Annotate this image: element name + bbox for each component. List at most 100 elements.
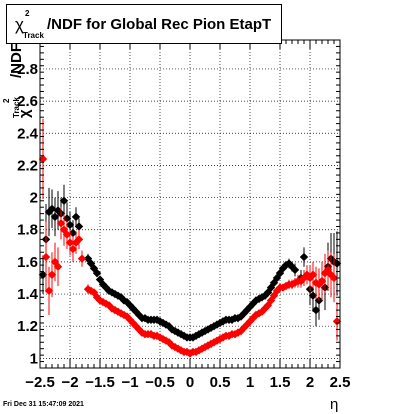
data-point [47,270,57,279]
data-point [188,333,198,342]
data-point [308,291,318,300]
plot-frame [39,39,341,369]
y-tick-label: 1 [30,350,38,367]
data-point [74,222,84,231]
x-tick-label: 2.5 [330,374,351,391]
y-tick-label: 1.2 [17,318,38,335]
data-point [50,212,60,222]
data-point [59,196,69,205]
data-point [245,317,255,326]
data-point [137,328,147,337]
data-point [239,309,249,318]
data-point [329,273,339,283]
data-point [182,347,192,357]
data-point [311,305,321,315]
x-tick-label: −1 [121,374,138,391]
y-tick-label: 1.8 [17,222,38,239]
data-point [191,331,201,341]
x-tick-label: 0.5 [210,374,231,391]
data-point [128,304,138,313]
data-point [62,214,72,223]
data-point [65,238,75,247]
x-tick-label: 1.5 [270,374,291,391]
data-point [299,252,309,262]
title-box: χ 2 Track /NDF for Global Rec Pion EtapT [6,4,282,44]
x-tick-label: −0.5 [145,374,175,391]
data-point [227,315,237,324]
data-point [179,331,189,341]
data-point [209,321,219,331]
data-point [185,349,195,358]
data-point [242,305,252,315]
data-point [239,323,249,333]
data-point [146,330,156,339]
y-tick-label: 2.6 [17,93,38,110]
data-point [53,262,63,271]
data-point [206,323,216,333]
title-superscript: 2 [25,9,30,18]
x-tick-label: −2 [61,374,78,391]
data-point [176,330,186,339]
series-1 [38,118,342,358]
data-point [236,326,246,336]
data-point [47,204,57,214]
data-point [158,318,168,328]
data-point [290,265,300,275]
data-point [122,297,132,307]
title-chi: χ [15,15,24,34]
data-point [161,336,171,345]
data-point [164,321,174,331]
data-point [173,344,183,353]
data-point [131,321,141,331]
ylabel-ndf: /NDF [8,43,25,78]
data-point [218,317,228,326]
title-subscript: Track [23,31,44,40]
y-tick-label: 2.2 [17,157,38,174]
ylabel-subscript: Track [12,97,21,118]
axis-ticks [39,39,341,369]
data-point [308,270,318,279]
timestamp: Fri Dec 31 15:47:09 2021 [3,401,84,408]
data-point [44,286,54,296]
data-point [224,331,234,341]
data-point [128,318,138,328]
data-point [59,225,69,234]
data-point [56,219,66,228]
data-point [200,342,210,352]
x-tick-label: 2 [306,374,314,391]
data-point [62,230,72,239]
data-point [200,326,210,336]
data-point [134,310,144,320]
data-point [140,313,150,323]
data-point [74,235,84,244]
data-point [164,338,174,347]
data-point [38,270,48,279]
data-point [77,254,87,263]
data-point [176,346,186,355]
data-point [152,331,162,341]
data-series [38,118,342,358]
x-tick-label: 1 [246,374,254,391]
tick-labels: −2.5 −2 −1.5 −1 −0.5 0 0.5 1 1.5 2 2.5 1 1.2 1.4 1.6 1.… [17,61,350,391]
data-point [317,276,327,286]
data-point [215,334,225,344]
ylabel-superscript: 2 [2,98,11,103]
data-point [173,328,183,337]
y-tick-label: 2.8 [17,61,38,78]
y-tick-label: 2 [30,190,38,207]
y-tick-label: 2.4 [17,125,39,142]
data-point [218,333,228,342]
data-point [68,228,78,238]
chart-title: /NDF for Global Rec Pion EtapT [47,16,272,33]
data-point [65,220,75,230]
data-point [71,212,81,222]
grid [40,40,340,368]
data-point [206,339,216,349]
data-point [203,341,213,350]
data-point [191,347,201,357]
data-point [38,154,48,164]
y-tick-label: 1.4 [17,286,39,303]
data-point [68,244,78,254]
x-tick-label: −1.5 [85,374,115,391]
